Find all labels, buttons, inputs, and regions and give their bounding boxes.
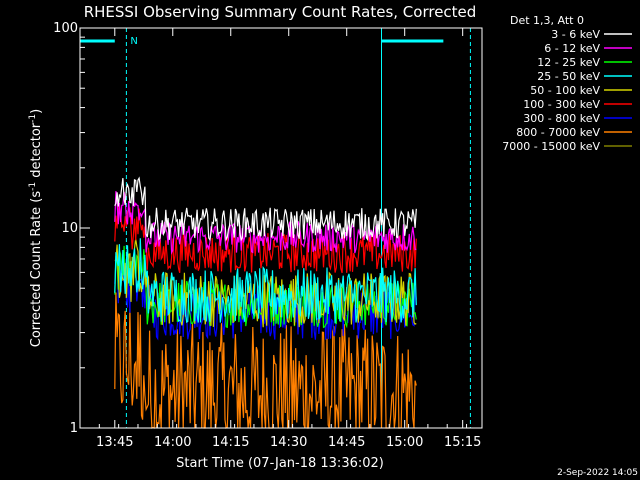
legend-label: 7000 - 15000 keV [502, 140, 600, 153]
legend-label: 800 - 7000 keV [516, 126, 600, 139]
x-tick-label: 14:45 [328, 435, 365, 450]
legend-label: 50 - 100 keV [530, 84, 600, 97]
x-tick-label: 14:15 [212, 435, 249, 450]
legend-label: 3 - 6 keV [551, 28, 600, 41]
legend-label: 300 - 800 keV [523, 112, 600, 125]
x-tick-label: 13:45 [96, 435, 133, 450]
chart-title: RHESSI Observing Summary Count Rates, Co… [84, 3, 477, 21]
series-line-5 [114, 201, 417, 274]
y-axis-label: Corrected Count Rate (s-1 detector-1) [28, 109, 44, 347]
x-tick-label: 15:15 [444, 435, 481, 450]
legend-label: 25 - 50 keV [537, 70, 600, 83]
y-axis: 1 10 100 [53, 21, 90, 436]
x-tick-label: 14:30 [270, 435, 307, 450]
legend-label: 100 - 300 keV [523, 98, 600, 111]
legend-label: 6 - 12 keV [544, 42, 600, 55]
y-tick-label: 10 [61, 221, 78, 236]
footer-timestamp: 2-Sep-2022 14:05 [557, 468, 638, 478]
x-axis-label: Start Time (07-Jan-18 13:36:02) [176, 456, 384, 471]
legend-header: Det 1,3, Att 0 [510, 14, 584, 27]
plot-area: N [79, 28, 471, 430]
x-axis: 13:45 14:00 14:15 14:30 14:45 15:00 15:15 [79, 28, 481, 450]
x-tick-label: 14:00 [154, 435, 191, 450]
annotation-label: N [130, 36, 137, 47]
series-line-3 [114, 238, 417, 324]
series-line-0 [114, 176, 417, 242]
legend-label: 12 - 25 keV [537, 56, 600, 69]
x-tick-label: 15:00 [386, 435, 423, 450]
y-tick-label: 1 [70, 421, 78, 436]
y-tick-label: 100 [53, 21, 78, 36]
